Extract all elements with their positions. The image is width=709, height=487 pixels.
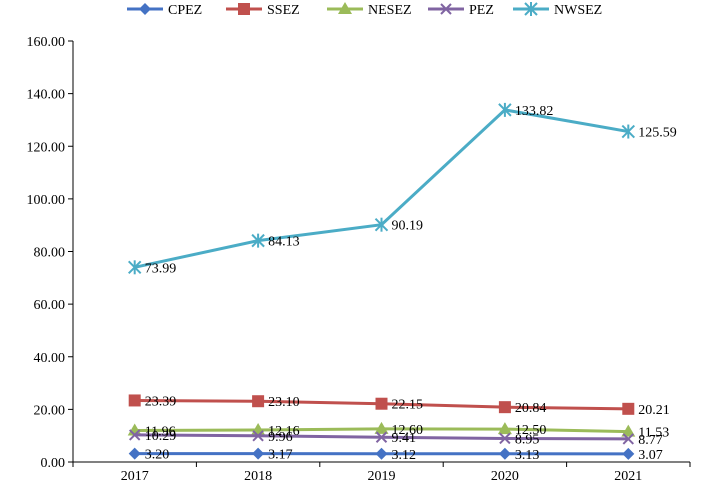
legend-label: CPEZ: [168, 3, 202, 18]
point-nwsez: [621, 124, 636, 139]
point-cpez: [498, 447, 511, 460]
point-ssez: [375, 397, 388, 410]
legend-item-nesez: NESEZ: [327, 2, 412, 18]
data-label-cpez: 3.20: [145, 448, 170, 463]
legend-label: NWSEZ: [554, 3, 602, 18]
y-tick-label: 0.00: [41, 456, 66, 471]
data-label-pez: 10.29: [145, 429, 177, 444]
data-label-pez: 8.77: [638, 433, 663, 448]
point-pez: [499, 432, 511, 445]
x-tick-label: 2020: [491, 469, 519, 484]
data-label-ssez: 20.84: [515, 401, 547, 416]
legend-item-cpez: CPEZ: [127, 3, 202, 18]
data-label-nesez: 12.16: [268, 424, 300, 439]
point-pez: [622, 433, 635, 445]
legend-label: SSEZ: [267, 3, 300, 18]
data-label-ssez: 22.15: [392, 398, 424, 413]
x-tick-label: 2017: [121, 469, 149, 484]
y-tick-label: 40.00: [34, 351, 66, 366]
legend-item-ssez: SSEZ: [226, 3, 300, 18]
x-axis: 2017 2018 2019 2020 2021: [72, 461, 691, 484]
y-tick-label: 160.00: [27, 35, 66, 50]
data-label-nwsez: 133.82: [515, 104, 554, 119]
point-nesez: [497, 422, 512, 435]
point-nwsez: [374, 217, 389, 232]
data-label-ssez: 20.21: [638, 403, 670, 418]
legend-marker-ssez: [238, 3, 250, 15]
point-nwsez: [251, 233, 265, 248]
data-label-nwsez: 73.99: [145, 261, 177, 276]
y-axis: 0.00 20.00 40.00 60.00 80.00 100.00 120.00 140.…: [27, 35, 74, 471]
x-tick-label: 2019: [368, 469, 396, 484]
legend-item-nwsez: NWSEZ: [513, 2, 602, 18]
point-pez: [252, 430, 264, 442]
series-line-nwsez: [134, 108, 629, 269]
legend-marker-nesez: [338, 2, 352, 14]
y-tick-label: 140.00: [27, 88, 66, 103]
point-nesez: [621, 424, 636, 437]
y-tick-label: 120.00: [27, 140, 66, 155]
data-label-cpez: 3.17: [268, 448, 293, 463]
point-cpez: [252, 447, 265, 460]
legend-label: PEZ: [469, 3, 494, 18]
y-tick-label: 20.00: [34, 403, 66, 418]
point-ssez: [622, 402, 635, 415]
chart-legend: CPEZ SSEZ NESEZ PEZ NWSEZ: [127, 2, 602, 18]
data-label-nesez: 11.96: [145, 425, 176, 440]
data-label-ssez: 23.10: [268, 395, 300, 410]
data-label-ssez: 23.39: [145, 394, 177, 409]
data-label-pez: 9.41: [392, 431, 417, 446]
data-label-pez: 8.95: [515, 432, 540, 447]
point-cpez: [622, 447, 635, 460]
data-label-cpez: 3.07: [638, 448, 663, 463]
x-tick-label: 2018: [244, 469, 272, 484]
legend-item-pez: PEZ: [428, 3, 494, 18]
point-cpez: [375, 447, 388, 460]
legend-marker-cpez: [139, 3, 151, 15]
point-nesez: [374, 421, 389, 434]
data-label-nesez: 12.50: [515, 423, 547, 438]
data-label-nwsez: 84.13: [268, 235, 300, 250]
data-label-cpez: 3.12: [392, 448, 417, 463]
point-pez: [375, 431, 388, 443]
point-cpez: [128, 447, 141, 460]
y-tick-label: 100.00: [27, 193, 66, 208]
data-label-nwsez: 90.19: [392, 219, 424, 234]
data-label-nesez: 11.53: [638, 426, 669, 441]
point-nwsez: [127, 260, 142, 275]
legend-marker-nwsez: [524, 2, 538, 16]
legend-marker-pez: [440, 3, 452, 15]
point-ssez: [252, 395, 265, 408]
data-label-pez: 9.96: [268, 430, 293, 445]
data-label-nesez: 12.60: [392, 423, 424, 438]
data-label-cpez: 3.13: [515, 448, 540, 463]
y-tick-label: 80.00: [34, 246, 66, 261]
series-group: [127, 102, 636, 460]
data-label-nwsez: 125.59: [638, 126, 677, 141]
data-labels: 3.20 3.17 3.12 3.13 3.07 23.39 23.10 22.15 20.84…: [145, 104, 677, 463]
x-tick-label: 2021: [614, 469, 642, 484]
point-nwsez: [498, 102, 512, 117]
legend-label: NESEZ: [368, 3, 412, 18]
y-tick-label: 60.00: [34, 298, 66, 313]
point-ssez: [498, 401, 511, 414]
point-ssez: [128, 394, 141, 407]
point-pez: [128, 429, 141, 441]
